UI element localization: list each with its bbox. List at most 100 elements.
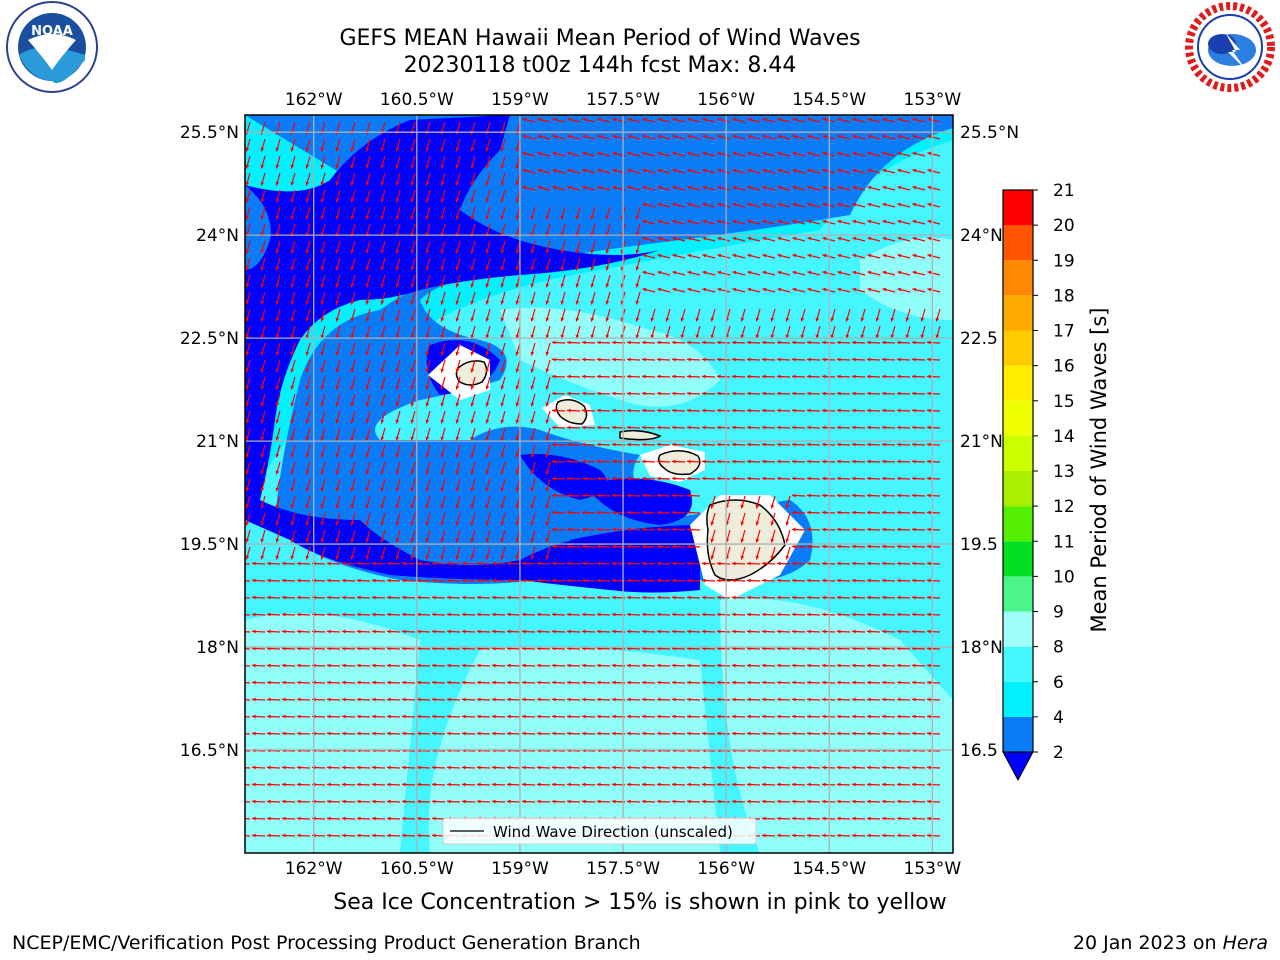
wind-arrow-head (777, 134, 782, 139)
wind-arrow-head (912, 765, 916, 770)
wind-arrow-head (852, 357, 856, 362)
wind-arrow-head (567, 680, 571, 685)
wind-arrow-head (297, 561, 301, 566)
wind-arrow-head (335, 504, 340, 509)
wind-arrow-head (897, 253, 902, 258)
wind-arrow-head (657, 219, 662, 224)
wind-arrow-head (537, 731, 541, 736)
wind-arrow-head (762, 765, 766, 770)
wind-arrow-head (282, 782, 286, 787)
wind-arrow-head (372, 578, 376, 583)
wind-arrow-head (440, 402, 445, 407)
wind-arrow-head (507, 697, 511, 702)
wind-arrow-head (747, 374, 751, 379)
wind-arrow-head (582, 510, 586, 515)
wind-arrow-head (747, 697, 751, 702)
wind-arrow-head (440, 504, 445, 509)
wind-arrow-head (687, 357, 691, 362)
wind-arrow-head (387, 782, 391, 787)
wind-arrow-head (807, 253, 812, 258)
wind-arrow-head (882, 544, 886, 549)
wind-arrow-head (732, 765, 736, 770)
legend-label: Wind Wave Direction (unscaled) (493, 823, 733, 841)
wind-arrow-head (342, 578, 346, 583)
wind-arrow-head (672, 476, 676, 481)
wind-arrow (245, 597, 251, 599)
wind-arrow-head (882, 408, 886, 413)
lon-tick-bottom: 156°W (697, 859, 755, 879)
lon-tick-bottom: 162°W (285, 859, 343, 879)
wind-arrow-head (425, 436, 430, 441)
wind-arrow-head (597, 425, 601, 430)
wind-arrow-head (455, 504, 460, 509)
wind-arrow-head (372, 629, 376, 634)
wind-arrow-head (455, 419, 460, 424)
wind-arrow-head (267, 663, 271, 668)
wind-arrow-head (357, 765, 361, 770)
wind-arrow-head (732, 253, 737, 258)
wind-arrow-head (807, 510, 811, 515)
wind-arrow-head (597, 799, 601, 804)
wind-arrow-head (387, 629, 391, 634)
wind-arrow-head (537, 697, 541, 702)
wind-arrow-head (822, 782, 826, 787)
wind-arrow-head (365, 147, 370, 152)
wind-arrow-head (522, 799, 526, 804)
wind-arrow-head (672, 202, 677, 207)
wind-arrow-head (912, 459, 916, 464)
wind-arrow-head (290, 215, 295, 220)
wind-arrow-head (552, 510, 556, 515)
wind-arrow-head (335, 419, 340, 424)
wind-arrow-head (567, 612, 571, 617)
wind-arrow-head (365, 351, 370, 356)
wind-arrow-head (515, 317, 520, 322)
wind-arrow-head (372, 782, 376, 787)
wind-arrow-head (492, 731, 496, 736)
wind-arrow-head (462, 782, 466, 787)
wind-arrow-head (672, 374, 676, 379)
wind-arrow-head (897, 561, 901, 566)
wind-arrow-head (575, 283, 580, 288)
wind-arrow-head (545, 504, 550, 509)
wind-arrow-head (327, 765, 331, 770)
wind-arrow-head (852, 219, 857, 224)
wind-arrow (245, 682, 251, 684)
wind-arrow-head (335, 198, 340, 203)
wind-arrow-head (612, 134, 617, 139)
wind-arrow-head (747, 117, 752, 122)
wind-arrow-head (830, 317, 835, 322)
wind-arrow-head (530, 487, 535, 492)
wind-arrow-head (642, 612, 646, 617)
wind-arrow (245, 716, 251, 718)
wind-arrow-head (335, 317, 340, 322)
wind-arrow-head (552, 595, 556, 600)
wind-arrow-head (852, 493, 856, 498)
wind-arrow-head (380, 283, 385, 288)
wind-arrow-head (297, 680, 301, 685)
wind-arrow-head (612, 595, 616, 600)
wind-arrow-head (882, 253, 887, 258)
wind-arrow-head (687, 714, 691, 719)
wind-arrow-head (395, 283, 400, 288)
wind-arrow-head (380, 419, 385, 424)
wind-arrow-head (627, 459, 631, 464)
wind-arrow-head (282, 595, 286, 600)
wind-arrow-head (380, 504, 385, 509)
wind-arrow-head (672, 765, 676, 770)
wind-arrow-head (245, 402, 250, 407)
wind-arrow-head (440, 419, 445, 424)
colorbar-tick-label: 19 (1053, 251, 1075, 271)
wind-arrow-head (350, 538, 355, 543)
wind-arrow-head (237, 698, 241, 702)
wind-arrow-head (350, 555, 355, 560)
wind-arrow-head (882, 202, 887, 207)
wind-arrow-head (500, 504, 505, 509)
wind-arrow-head (320, 487, 325, 492)
wind-arrow-head (237, 596, 241, 600)
wind-arrow-head (327, 561, 331, 566)
wind-arrow-head (672, 527, 676, 532)
colorbar-bin (1003, 681, 1033, 717)
wind-arrow-head (320, 385, 325, 390)
wind-arrow-head (290, 198, 295, 203)
wind-arrow-head (335, 283, 340, 288)
